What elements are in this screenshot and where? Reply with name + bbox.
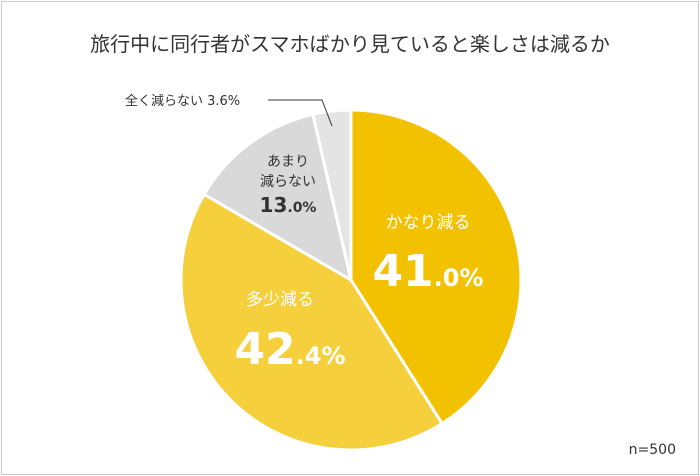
slice-value-kanari-heru: 41.0% [372,246,483,297]
slice-label-amari-line2: 減らない [260,173,316,190]
callout-leader-line [268,99,333,127]
pie-slice-mattaku-heranai [311,108,353,281]
chart-title: 旅行中に同行者がスマホばかり見ていると楽しさは減るか [90,32,610,56]
slice-label-kanari-heru: かなり減る [386,213,471,233]
slice-value-amari-heranai: 13.0% [260,193,317,217]
slice-callout-mattaku-heranai: 全く減らない 3.6% [125,93,240,109]
slice-value-tashou-heru: 42.4% [234,324,345,375]
slice-label-amari-line1: あまり [267,154,309,170]
slice-label-tashou-heru: 多少減る [246,290,314,310]
pie-slice-tashou-heru [179,192,445,452]
pie-slice-amari-heranai [202,112,354,284]
sample-size-note: n=500 [629,442,676,458]
